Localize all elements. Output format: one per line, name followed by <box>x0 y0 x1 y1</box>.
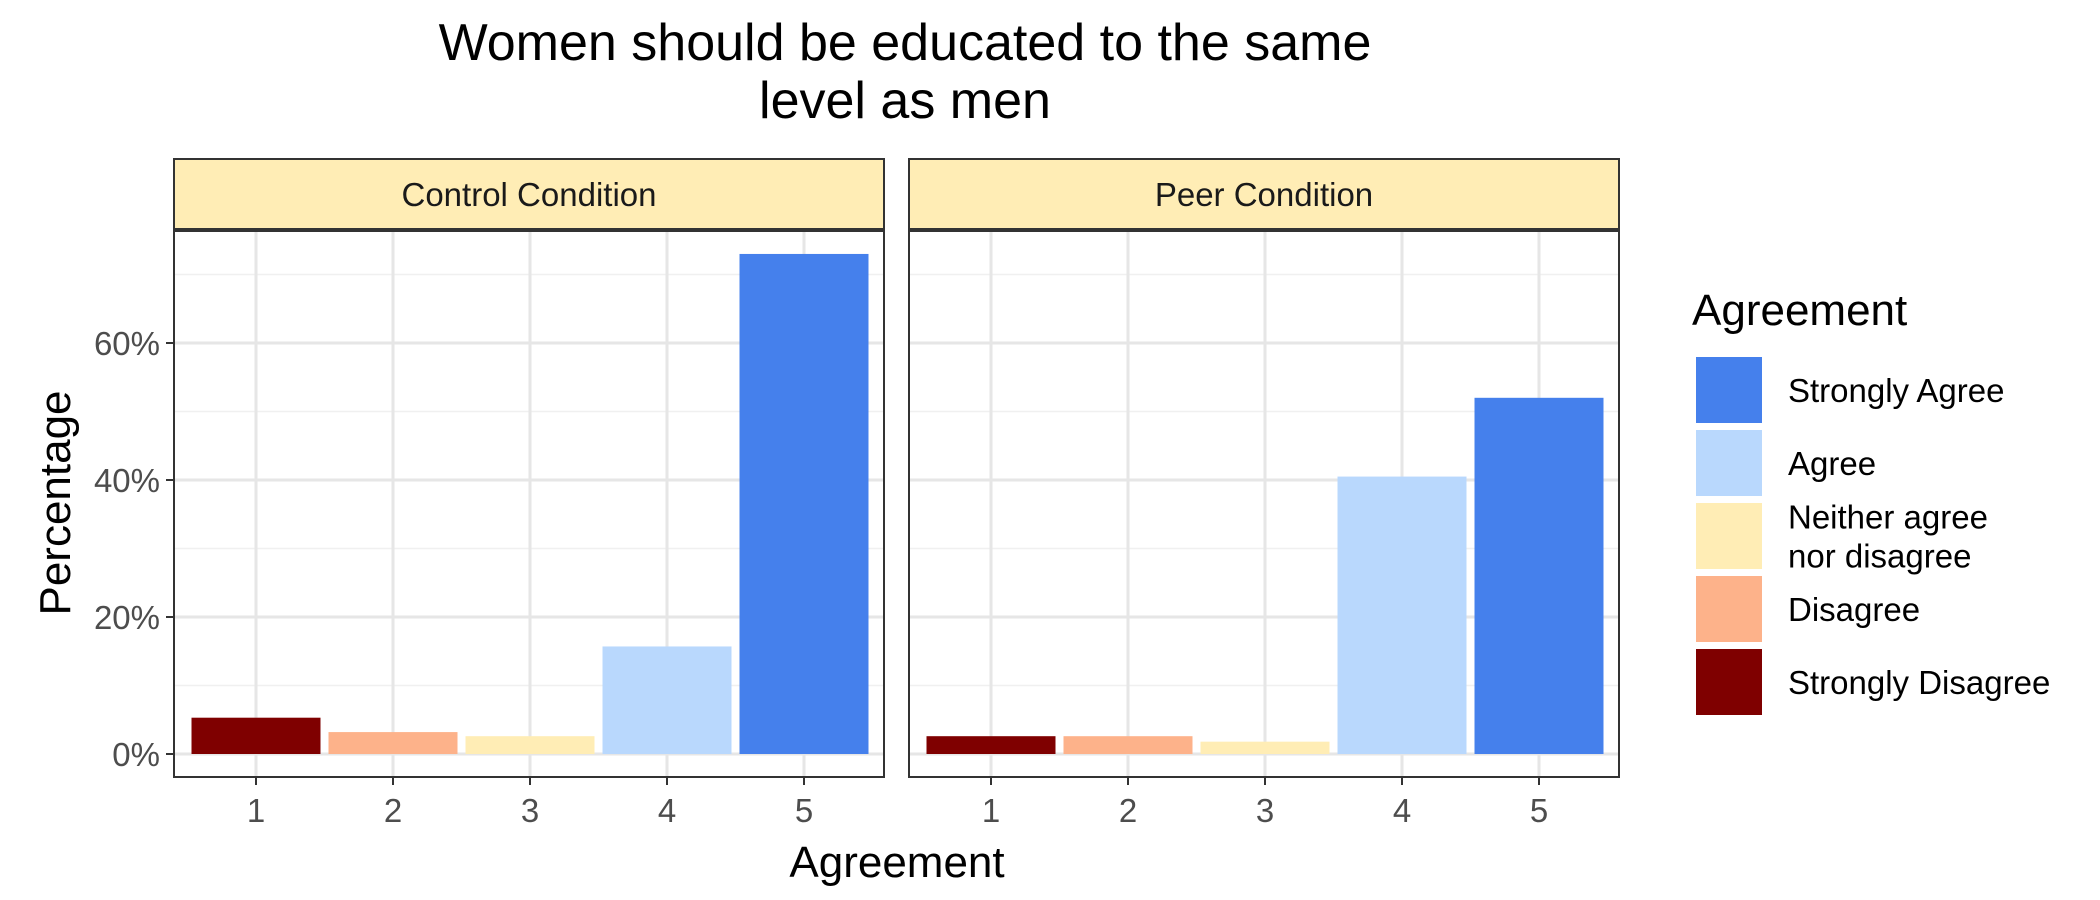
facet-panels: Control Condition 1 2 3 4 5 Peer Condition 1 2 3 4… <box>173 158 1620 829</box>
legend-key <box>1696 649 1762 715</box>
bar-4 <box>602 646 732 754</box>
facet-panel: Peer Condition 1 2 3 4 5 <box>908 158 1620 829</box>
x-axis-title: Agreement <box>789 838 1004 887</box>
y-tick-label: 20% <box>94 599 160 636</box>
facet-strip <box>908 158 1620 230</box>
x-tick-label: 3 <box>521 792 539 829</box>
facet-panel: Control Condition 1 2 3 4 5 <box>173 158 885 829</box>
chart-title: Women should be educated to the sameleve… <box>439 14 1372 130</box>
legend-label: Disagree <box>1788 591 1920 628</box>
chart-title-line: level as men <box>759 72 1051 130</box>
legend-item: Agree <box>1696 430 1876 496</box>
y-axis-title: Percentage <box>31 390 80 615</box>
legend-label: Agree <box>1788 445 1876 482</box>
x-tick-label: 1 <box>247 792 265 829</box>
legend-key <box>1696 503 1762 569</box>
y-tick-label: 60% <box>94 325 160 362</box>
legend: Agreement Strongly Agree Agree Neither agre… <box>1692 286 2050 715</box>
legend-key <box>1696 357 1762 423</box>
bar-1 <box>926 736 1056 754</box>
legend-key <box>1696 576 1762 642</box>
legend-label: Strongly Disagree <box>1788 664 2050 701</box>
legend-title: Agreement <box>1692 286 1907 335</box>
x-tick-label: 1 <box>982 792 1000 829</box>
x-tick-label: 4 <box>658 792 676 829</box>
y-axis: 0% 20% 40% 60% <box>94 325 174 773</box>
legend-key <box>1696 430 1762 496</box>
legend-item: Disagree <box>1696 576 1920 642</box>
chart-title-line: Women should be educated to the same <box>439 14 1372 72</box>
facet-strip <box>173 158 885 230</box>
bar-4 <box>1337 476 1467 754</box>
facet-strip-label: Control Condition <box>402 176 657 213</box>
legend-label: Neither agree <box>1788 499 1988 536</box>
bar-5 <box>739 253 869 754</box>
bar-3 <box>1200 741 1330 754</box>
y-tick-label: 40% <box>94 462 160 499</box>
legend-label: nor disagree <box>1788 538 1971 575</box>
legend-item: Strongly Agree <box>1696 357 2004 423</box>
x-tick-label: 2 <box>1119 792 1137 829</box>
x-tick-label: 5 <box>795 792 813 829</box>
y-tick-label: 0% <box>112 736 160 773</box>
x-tick-label: 4 <box>1393 792 1411 829</box>
bar-5 <box>1474 397 1604 754</box>
bar-2 <box>1063 736 1193 754</box>
facet-strip-label: Peer Condition <box>1155 176 1373 213</box>
bar-1 <box>191 717 321 754</box>
x-tick-label: 3 <box>1256 792 1274 829</box>
x-tick-label: 5 <box>1530 792 1548 829</box>
legend-item: Strongly Disagree <box>1696 649 2050 715</box>
bar-2 <box>328 732 458 754</box>
x-tick-label: 2 <box>384 792 402 829</box>
legend-label: Strongly Agree <box>1788 372 2004 409</box>
bar-3 <box>465 736 595 754</box>
